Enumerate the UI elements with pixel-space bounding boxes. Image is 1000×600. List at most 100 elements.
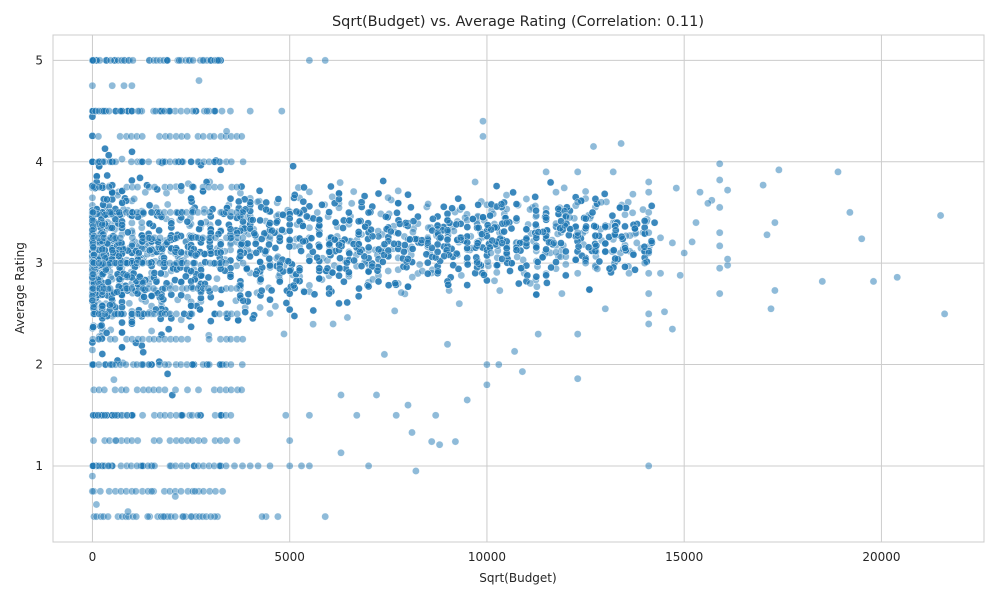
data-point xyxy=(118,303,126,312)
data-point xyxy=(512,200,521,208)
data-point xyxy=(325,247,334,256)
data-point xyxy=(191,487,199,496)
data-point xyxy=(644,462,653,470)
data-point xyxy=(846,208,854,217)
data-point xyxy=(409,228,417,237)
data-point xyxy=(282,299,291,307)
data-point xyxy=(211,487,220,496)
data-point xyxy=(386,227,395,236)
data-point xyxy=(492,268,501,277)
data-point xyxy=(108,224,117,232)
data-point xyxy=(534,228,543,236)
data-point xyxy=(433,248,442,256)
data-point xyxy=(104,462,113,470)
data-point xyxy=(364,208,373,217)
data-point xyxy=(100,386,109,394)
data-point xyxy=(92,500,101,509)
data-point xyxy=(104,512,112,521)
data-point xyxy=(391,279,400,288)
data-point xyxy=(197,271,205,280)
data-point xyxy=(474,223,483,232)
data-point xyxy=(237,132,246,141)
data-point xyxy=(483,380,491,389)
data-point xyxy=(187,512,195,521)
data-point xyxy=(494,360,503,369)
data-point xyxy=(104,151,113,160)
data-point xyxy=(404,255,412,263)
data-point xyxy=(325,208,333,217)
data-point xyxy=(242,265,251,273)
y-axis-label: Average Rating xyxy=(13,242,27,334)
data-point xyxy=(340,277,348,286)
data-point xyxy=(543,279,551,287)
data-point xyxy=(257,235,266,243)
data-point xyxy=(488,236,496,245)
data-point xyxy=(266,219,274,227)
data-point xyxy=(357,262,366,270)
data-point xyxy=(205,360,214,369)
data-point xyxy=(343,298,352,307)
data-point xyxy=(479,117,487,126)
data-point xyxy=(625,269,633,278)
data-point xyxy=(518,367,527,376)
data-point xyxy=(523,271,532,280)
data-point xyxy=(408,273,417,281)
data-point xyxy=(715,176,724,184)
data-point xyxy=(241,308,250,316)
data-point xyxy=(463,281,472,289)
data-point xyxy=(187,322,195,331)
data-point xyxy=(557,217,565,226)
data-point xyxy=(134,249,143,257)
data-point xyxy=(423,269,432,278)
data-point xyxy=(309,320,317,329)
data-point xyxy=(676,271,685,280)
data-point xyxy=(474,200,483,209)
data-point xyxy=(439,202,448,211)
data-point xyxy=(297,247,305,255)
data-point xyxy=(277,107,286,115)
data-point xyxy=(203,107,211,115)
data-point xyxy=(274,195,283,203)
data-point xyxy=(216,183,225,191)
data-point xyxy=(415,260,424,269)
data-point xyxy=(360,192,369,200)
data-point xyxy=(95,56,104,65)
data-point xyxy=(110,375,118,384)
data-point xyxy=(502,218,511,227)
data-point xyxy=(644,310,653,318)
data-point xyxy=(134,107,142,115)
data-point xyxy=(197,219,205,228)
data-point xyxy=(352,411,361,420)
data-point xyxy=(92,172,101,181)
data-point xyxy=(216,248,225,257)
data-point xyxy=(463,254,472,262)
data-point xyxy=(177,248,186,257)
data-point xyxy=(940,310,949,318)
data-point xyxy=(354,240,363,249)
data-point xyxy=(305,462,314,470)
data-point xyxy=(218,487,227,496)
data-point xyxy=(582,222,590,231)
data-point xyxy=(526,279,535,288)
data-point xyxy=(330,235,339,244)
data-point xyxy=(138,132,147,141)
data-point xyxy=(455,299,464,308)
data-point xyxy=(532,290,541,299)
x-tick-label: 10000 xyxy=(468,550,506,564)
data-point xyxy=(188,360,197,369)
data-point xyxy=(118,220,126,229)
data-point xyxy=(239,259,247,267)
data-point xyxy=(617,232,626,241)
data-point xyxy=(601,247,610,256)
data-point xyxy=(199,56,207,65)
data-point xyxy=(354,292,363,301)
data-point xyxy=(502,191,511,199)
data-point xyxy=(199,132,208,141)
data-point xyxy=(95,183,104,191)
data-point xyxy=(117,310,125,318)
data-point xyxy=(89,323,97,331)
data-point xyxy=(138,335,147,344)
data-point xyxy=(275,233,284,242)
data-point xyxy=(857,234,866,243)
